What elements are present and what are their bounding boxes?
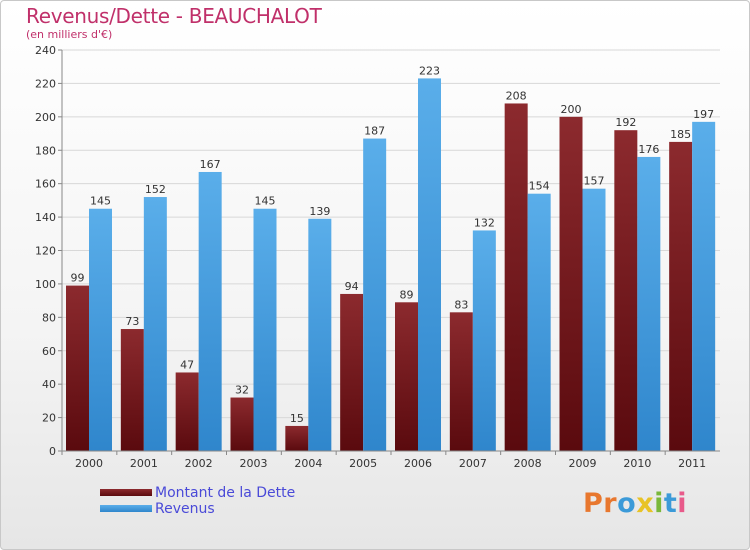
bar-debt xyxy=(559,116,583,451)
chart-title: Revenus/Dette - BEAUCHALOT xyxy=(26,4,322,28)
data-label: 223 xyxy=(419,64,440,77)
bar-debt xyxy=(504,103,528,451)
x-axis-ticks: 2000 2001 2002 2003 2004 2005 2006 2007 2008 2009… xyxy=(61,451,706,470)
x-tick-label: 2004 xyxy=(294,457,322,470)
x-tick-label: 2005 xyxy=(349,457,377,470)
y-tick-label: 80 xyxy=(42,311,56,324)
y-tick-label: 240 xyxy=(35,44,56,57)
data-label: 145 xyxy=(90,195,111,208)
bar-revenue xyxy=(363,138,387,451)
logo-letter: i xyxy=(677,488,688,519)
logo-letter: i xyxy=(654,488,664,519)
legend-label-revenue: Revenus xyxy=(155,501,215,517)
x-tick-label: 2001 xyxy=(130,457,158,470)
x-tick-label: 2010 xyxy=(623,457,651,470)
bar-debt xyxy=(120,329,144,451)
bar-debt xyxy=(395,302,418,451)
data-label: 15 xyxy=(290,412,304,425)
x-tick-label: 2007 xyxy=(459,457,487,470)
data-label: 132 xyxy=(474,216,495,229)
y-tick-label: 200 xyxy=(35,111,56,124)
data-label: 154 xyxy=(529,180,550,193)
bar-revenue xyxy=(89,208,112,451)
y-tick-label: 100 xyxy=(35,278,56,291)
data-label: 167 xyxy=(200,158,221,171)
x-tick-label: 2008 xyxy=(514,457,542,470)
y-tick-label: 0 xyxy=(49,445,56,458)
bar-debt xyxy=(614,130,638,451)
data-label: 99 xyxy=(71,272,85,285)
data-label: 89 xyxy=(400,288,414,301)
data-labels: 99 145 73 152 47 167 32 145 15 139 94 187 89 223 83 132… xyxy=(71,64,715,425)
x-tick-label: 2009 xyxy=(569,457,597,470)
x-tick-label: 2003 xyxy=(240,457,268,470)
data-label: 185 xyxy=(670,128,691,141)
legend-label-debt: Montant de la Dette xyxy=(155,485,296,501)
logo-letter: r xyxy=(603,488,618,519)
y-axis-ticks: 0 20 40 60 80 100 120 140 160 180 200 220 240 xyxy=(35,44,62,458)
data-label: 139 xyxy=(309,205,330,218)
data-label: 32 xyxy=(235,384,249,397)
bar-debt xyxy=(230,397,254,451)
data-label: 157 xyxy=(584,175,605,188)
legend-swatch-revenue xyxy=(100,505,152,512)
bar-debt xyxy=(285,425,309,451)
data-label: 94 xyxy=(345,280,359,293)
bar-revenue xyxy=(582,188,606,451)
logo-letter: P xyxy=(583,488,604,519)
bars xyxy=(66,78,716,452)
data-label: 47 xyxy=(180,358,194,371)
logo-letter: x xyxy=(636,488,655,519)
y-tick-label: 140 xyxy=(35,211,56,224)
x-tick-label: 2006 xyxy=(404,457,432,470)
bar-revenue xyxy=(143,197,167,451)
data-label: 187 xyxy=(364,125,385,138)
bar-revenue xyxy=(418,78,441,451)
chart-subtitle: (en milliers d'€) xyxy=(26,28,113,41)
data-label: 73 xyxy=(125,315,139,328)
bar-revenue xyxy=(637,156,661,451)
y-tick-label: 160 xyxy=(35,178,56,191)
bar-revenue xyxy=(527,193,551,452)
bar-revenue xyxy=(472,230,496,451)
bar-debt xyxy=(669,141,693,452)
data-label: 192 xyxy=(615,116,636,129)
y-tick-label: 20 xyxy=(42,412,56,425)
logo-letter: t xyxy=(663,488,678,519)
bar-revenue xyxy=(198,171,222,452)
bar-revenue xyxy=(308,218,332,451)
x-tick-label: 2002 xyxy=(185,457,213,470)
data-label: 83 xyxy=(454,298,468,311)
data-label: 200 xyxy=(561,103,582,116)
data-label: 152 xyxy=(145,183,166,196)
bar-debt xyxy=(175,372,199,451)
bar-debt xyxy=(340,293,364,451)
bar-debt xyxy=(66,285,89,451)
y-tick-label: 60 xyxy=(42,345,56,358)
y-tick-label: 220 xyxy=(35,77,56,90)
y-tick-label: 180 xyxy=(35,144,56,157)
logo-letter: o xyxy=(617,488,637,519)
x-tick-label: 2000 xyxy=(75,457,103,470)
bar-revenue xyxy=(253,208,277,451)
legend-swatch-debt xyxy=(100,489,152,496)
bar-revenue xyxy=(692,121,716,452)
y-tick-label: 120 xyxy=(35,245,56,258)
grid-lines xyxy=(62,49,720,452)
data-label: 197 xyxy=(693,108,714,121)
x-tick-label: 2011 xyxy=(678,457,706,470)
data-label: 145 xyxy=(255,195,276,208)
proxiti-logo: Proxiti xyxy=(583,488,687,519)
bar-debt xyxy=(449,312,473,451)
data-label: 208 xyxy=(506,89,527,102)
data-label: 176 xyxy=(638,143,659,156)
y-tick-label: 40 xyxy=(42,378,56,391)
